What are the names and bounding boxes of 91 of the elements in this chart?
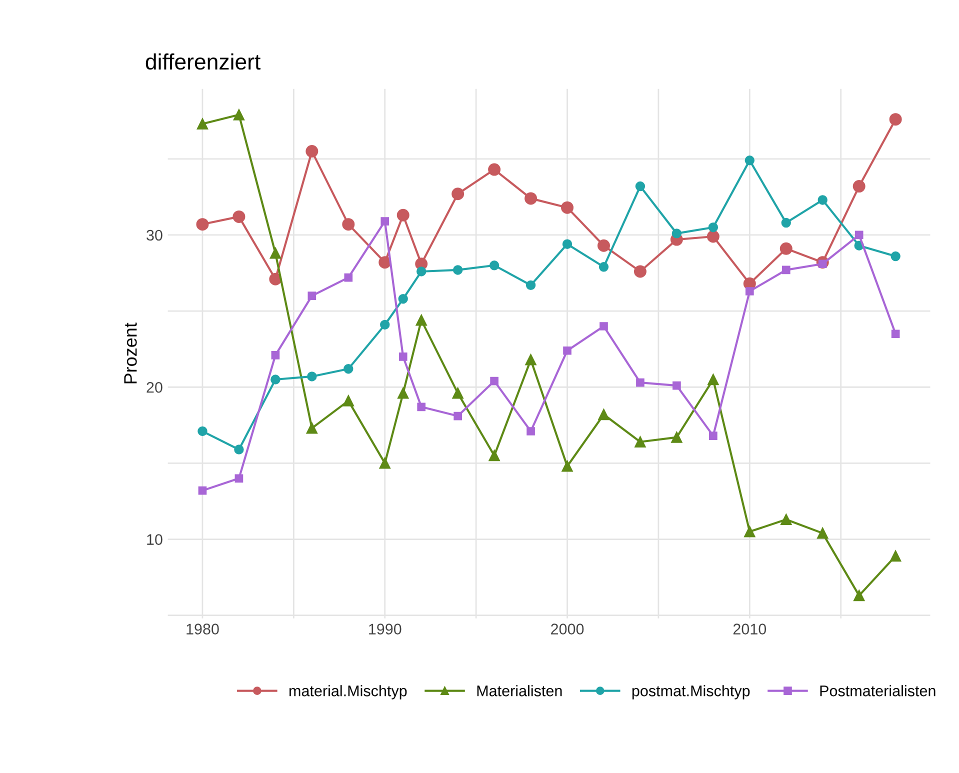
point bbox=[634, 436, 646, 448]
point bbox=[417, 402, 426, 412]
y-tick-label: 10 bbox=[147, 534, 162, 545]
point bbox=[525, 354, 536, 366]
point bbox=[379, 458, 390, 469]
point bbox=[488, 450, 500, 462]
point bbox=[344, 273, 353, 282]
point bbox=[598, 262, 609, 272]
point bbox=[561, 201, 574, 214]
x-tick-label: 1980 bbox=[186, 624, 219, 634]
point bbox=[196, 218, 209, 231]
point bbox=[818, 195, 828, 205]
point bbox=[270, 374, 280, 384]
point bbox=[562, 460, 573, 472]
point bbox=[489, 260, 500, 270]
point bbox=[271, 351, 280, 360]
point bbox=[817, 528, 828, 539]
point bbox=[854, 230, 864, 240]
point bbox=[306, 422, 318, 434]
point bbox=[780, 242, 792, 255]
point bbox=[269, 272, 282, 286]
x-tick-label: 2000 bbox=[551, 624, 584, 634]
point bbox=[672, 381, 681, 390]
point bbox=[854, 590, 865, 602]
point bbox=[344, 364, 354, 374]
point bbox=[706, 230, 720, 243]
legend-label: material.Mischtyp bbox=[290, 685, 407, 700]
point bbox=[889, 113, 902, 126]
point bbox=[234, 444, 244, 454]
point bbox=[524, 192, 538, 205]
point bbox=[598, 408, 610, 420]
point bbox=[671, 432, 682, 443]
point bbox=[398, 352, 408, 361]
point bbox=[852, 180, 866, 193]
point bbox=[452, 188, 464, 200]
point bbox=[488, 163, 501, 176]
point bbox=[307, 372, 317, 382]
point bbox=[672, 228, 682, 238]
point bbox=[562, 239, 572, 249]
point bbox=[636, 378, 644, 387]
point bbox=[890, 550, 902, 562]
legend-label: postmat.Mischtyp bbox=[632, 685, 750, 700]
point bbox=[396, 208, 410, 222]
y-tick-label: 20 bbox=[146, 382, 162, 393]
y-axis-title: Prozent bbox=[124, 322, 137, 384]
point bbox=[342, 218, 355, 231]
point bbox=[232, 210, 246, 223]
point bbox=[890, 251, 900, 262]
point bbox=[233, 109, 245, 120]
x-tick-label: 1990 bbox=[369, 624, 402, 634]
point bbox=[526, 427, 535, 436]
point bbox=[744, 526, 756, 538]
point bbox=[490, 376, 498, 386]
x-tick-label: 2010 bbox=[733, 624, 766, 634]
point bbox=[597, 239, 610, 252]
point bbox=[380, 320, 390, 330]
point bbox=[745, 287, 754, 296]
point bbox=[454, 412, 462, 420]
chart-title: differenziert bbox=[146, 53, 261, 70]
point bbox=[744, 156, 755, 166]
point bbox=[708, 374, 719, 386]
point bbox=[891, 330, 900, 338]
point bbox=[398, 294, 408, 304]
point bbox=[342, 395, 354, 406]
point bbox=[452, 265, 463, 275]
point bbox=[781, 218, 791, 228]
point bbox=[378, 256, 392, 269]
point bbox=[198, 426, 208, 436]
legend-label: Materialisten bbox=[477, 685, 562, 696]
point bbox=[270, 248, 281, 259]
point bbox=[196, 118, 208, 130]
point bbox=[306, 145, 318, 158]
point bbox=[709, 432, 718, 440]
point bbox=[600, 322, 608, 330]
point bbox=[308, 292, 316, 300]
point bbox=[782, 266, 790, 274]
point bbox=[635, 181, 646, 192]
point bbox=[234, 474, 244, 483]
point bbox=[380, 217, 390, 226]
point bbox=[198, 486, 207, 495]
point bbox=[563, 346, 572, 355]
point bbox=[398, 388, 409, 399]
y-tick-label: 30 bbox=[146, 230, 162, 241]
point bbox=[780, 514, 792, 526]
point bbox=[416, 266, 426, 276]
point bbox=[634, 265, 646, 278]
point bbox=[452, 388, 464, 399]
point bbox=[416, 314, 427, 326]
legend-label: Postmaterialisten bbox=[820, 685, 936, 696]
point bbox=[526, 280, 536, 290]
point bbox=[708, 222, 718, 232]
